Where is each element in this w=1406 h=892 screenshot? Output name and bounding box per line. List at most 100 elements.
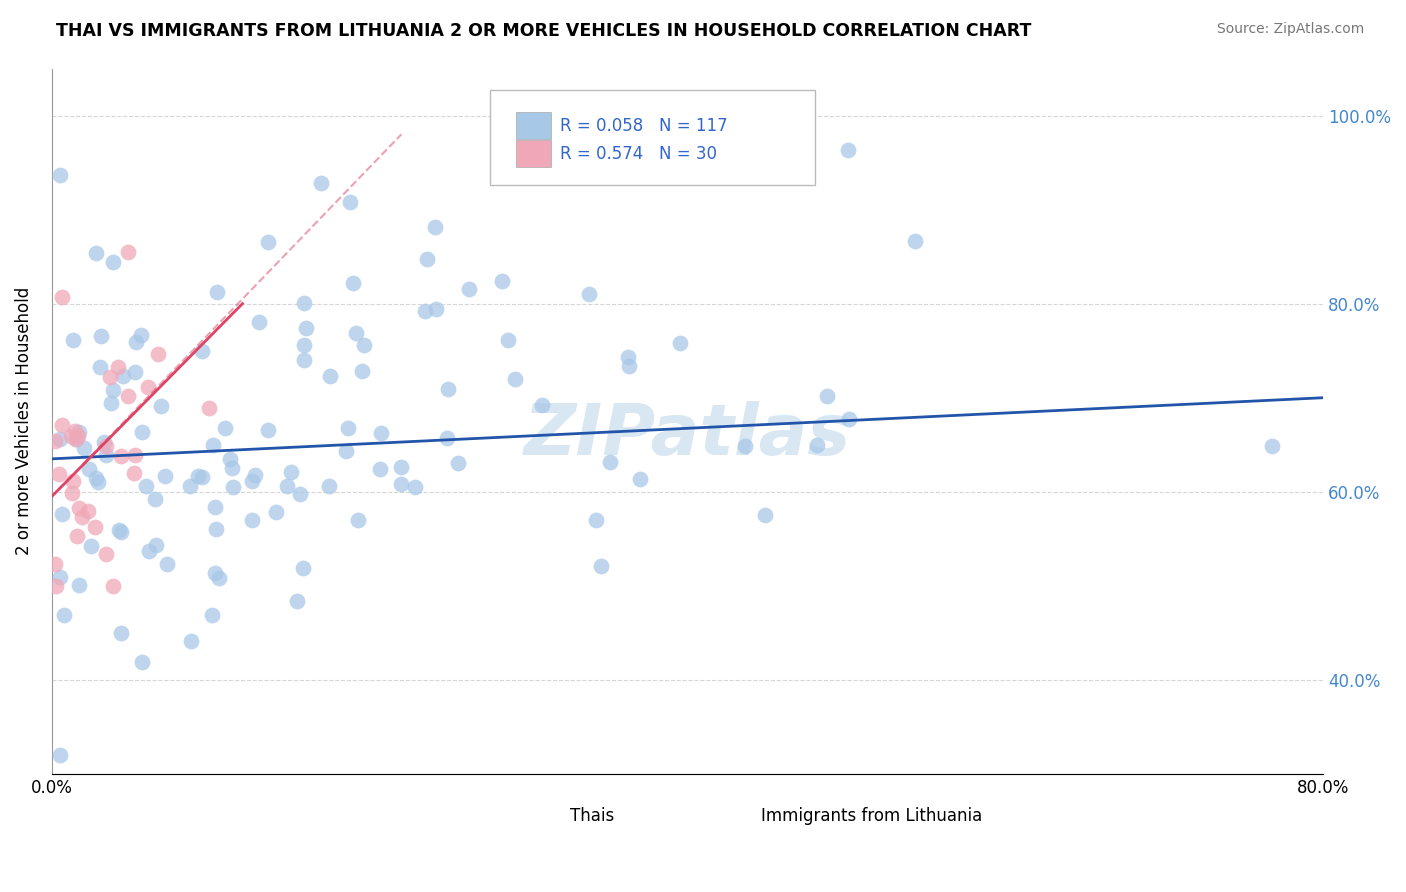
Point: [214, 420, 236, 434]
Point: [617, 359, 640, 373]
Point: [110, 626, 132, 640]
Point: [65, 432, 87, 446]
Point: [564, 117, 586, 131]
Point: [353, 338, 375, 352]
Point: [135, 479, 157, 493]
Point: [129, 327, 152, 342]
Point: [309, 176, 332, 190]
Point: [117, 245, 139, 260]
Point: [67, 425, 90, 439]
Point: [101, 383, 124, 397]
Point: [335, 444, 357, 458]
Point: [447, 456, 470, 470]
Point: [77, 462, 100, 476]
Point: [124, 448, 146, 462]
Point: [107, 359, 129, 374]
Point: [531, 399, 554, 413]
Point: [336, 420, 359, 434]
Point: [146, 347, 169, 361]
Point: [904, 234, 927, 248]
Point: [86, 470, 108, 484]
Point: [136, 380, 159, 394]
Point: [101, 579, 124, 593]
Point: [100, 396, 122, 410]
Text: R = 0.058   N = 117: R = 0.058 N = 117: [561, 117, 728, 135]
Point: [124, 365, 146, 379]
Point: [673, 161, 696, 175]
Point: [145, 538, 167, 552]
Point: [413, 304, 436, 318]
Point: [668, 336, 690, 351]
Point: [63, 424, 86, 438]
Point: [124, 466, 146, 480]
Point: [578, 287, 600, 301]
Point: [292, 296, 315, 310]
Point: [93, 434, 115, 449]
Point: [131, 655, 153, 669]
Point: [90, 328, 112, 343]
Point: [79, 540, 101, 554]
Point: [589, 559, 612, 574]
Point: [838, 412, 860, 426]
Point: [110, 524, 132, 539]
Point: [180, 633, 202, 648]
Point: [197, 401, 219, 415]
Point: [276, 479, 298, 493]
Point: [48, 467, 70, 482]
FancyBboxPatch shape: [713, 805, 748, 827]
Point: [491, 274, 513, 288]
FancyBboxPatch shape: [516, 140, 551, 168]
Point: [143, 491, 166, 506]
Point: [84, 519, 107, 533]
Point: [352, 364, 374, 378]
Point: [503, 372, 526, 386]
Point: [437, 382, 460, 396]
Point: [249, 315, 271, 329]
Text: Thais: Thais: [571, 806, 614, 824]
Point: [205, 522, 228, 536]
Point: [98, 369, 121, 384]
Point: [370, 426, 392, 441]
Point: [202, 438, 225, 452]
Point: [149, 399, 172, 413]
Point: [280, 465, 302, 479]
Point: [425, 302, 447, 317]
Point: [256, 423, 278, 437]
Point: [96, 439, 118, 453]
Point: [837, 143, 859, 157]
FancyBboxPatch shape: [516, 112, 551, 139]
Point: [70, 509, 93, 524]
Point: [191, 343, 214, 358]
Point: [628, 472, 651, 486]
Point: [599, 455, 621, 469]
Point: [291, 560, 314, 574]
Point: [62, 334, 84, 348]
Point: [347, 513, 370, 527]
Point: [48, 433, 70, 447]
Point: [89, 359, 111, 374]
Point: [290, 486, 312, 500]
Point: [66, 529, 89, 543]
Text: Source: ZipAtlas.com: Source: ZipAtlas.com: [1216, 22, 1364, 37]
Point: [96, 448, 118, 462]
Point: [84, 246, 107, 260]
Point: [815, 389, 838, 403]
Point: [51, 507, 73, 521]
Point: [53, 608, 76, 623]
Point: [205, 285, 228, 299]
Point: [240, 474, 263, 488]
Point: [125, 335, 148, 350]
Point: [44, 434, 66, 449]
Point: [101, 255, 124, 269]
Point: [295, 321, 318, 335]
Point: [66, 429, 89, 443]
Point: [368, 462, 391, 476]
Point: [339, 195, 361, 210]
Point: [107, 523, 129, 537]
Point: [1261, 439, 1284, 453]
Point: [153, 468, 176, 483]
Point: [44, 558, 66, 572]
Point: [112, 369, 135, 384]
Point: [73, 441, 96, 455]
Point: [344, 326, 367, 340]
